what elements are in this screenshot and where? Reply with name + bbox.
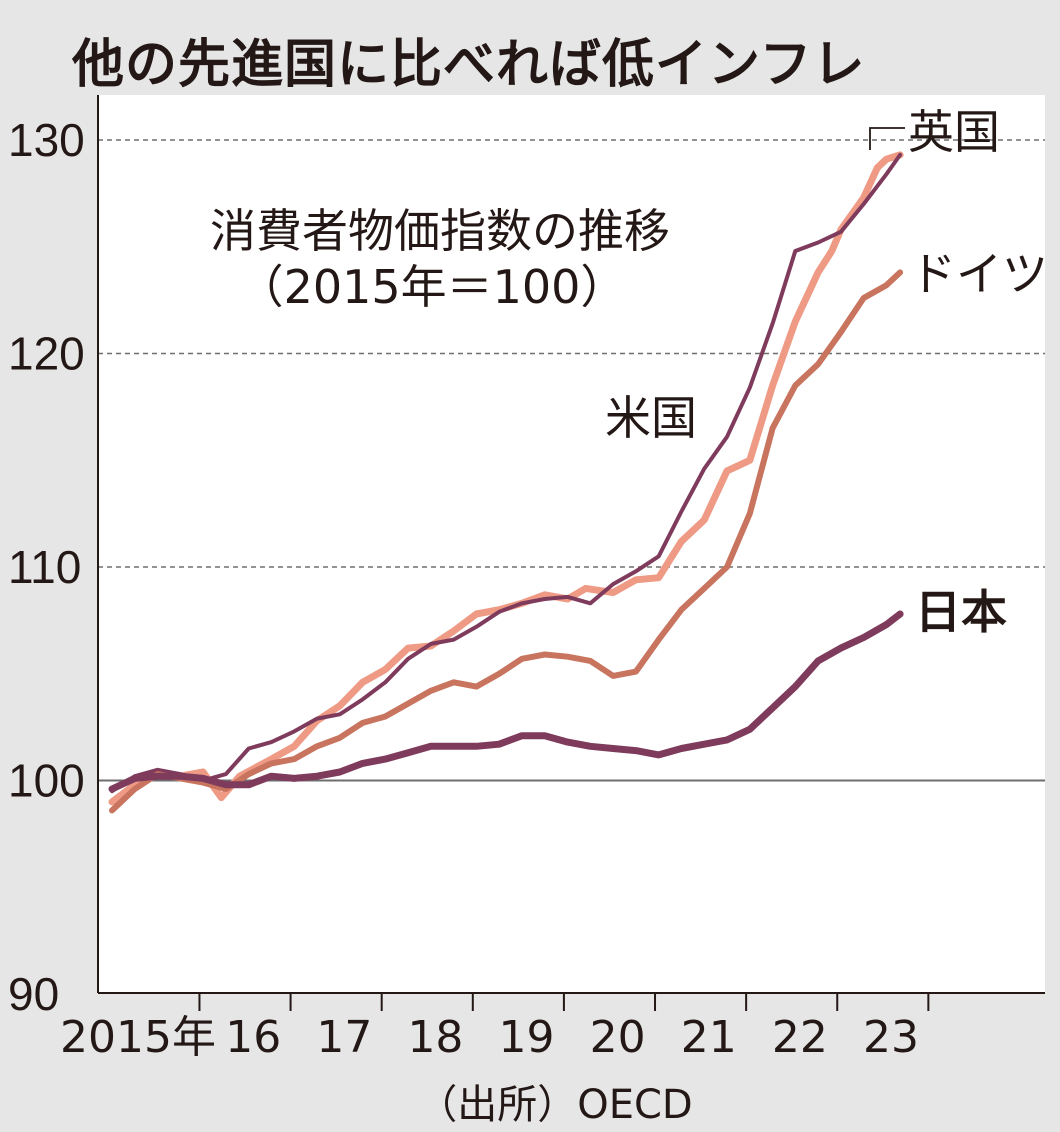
y-tick-label: 100 <box>8 755 85 807</box>
x-tick-label: 19 <box>499 1012 555 1063</box>
axes <box>97 95 1045 994</box>
series-line-3 <box>108 610 904 793</box>
series-label-3: 日本 <box>915 585 1007 639</box>
x-axis-ticks: 2015年 16 17 18 19 20 21 22 23 <box>60 993 930 1063</box>
x-tick-label: 23 <box>863 1012 919 1063</box>
series-label-0: 英国 <box>908 105 1000 159</box>
y-tick-label: 120 <box>8 328 85 380</box>
annotation-line-2: （2015年＝100） <box>238 260 627 314</box>
y-tick-label: 110 <box>8 541 81 593</box>
plot-area <box>98 95 1045 993</box>
y-tick-label: 130 <box>8 114 85 166</box>
x-tick-label: 2015年 <box>60 1012 216 1063</box>
plot-background <box>98 95 1045 993</box>
x-tick-label: 18 <box>407 1012 463 1063</box>
chart-annotation: 消費者物価指数の推移（2015年＝100） <box>210 204 670 314</box>
x-tick-label: 21 <box>681 1012 737 1063</box>
annotation-line-1: 消費者物価指数の推移 <box>210 204 670 258</box>
source-note: （出所）OECD <box>417 1082 693 1128</box>
series-label-2: ドイツ <box>910 247 1048 301</box>
y-tick-label: 90 <box>8 968 59 1020</box>
chart-title: 他の先進国に比べれば低インフレ <box>72 35 866 95</box>
series-lines <box>108 151 904 814</box>
series-label-1: 米国 <box>605 391 697 445</box>
uk-leader-line <box>869 127 905 150</box>
x-tick-label: 17 <box>316 1012 372 1063</box>
x-tick-label: 22 <box>772 1012 828 1063</box>
x-tick-label: 20 <box>590 1012 646 1063</box>
series-line-1 <box>110 152 903 794</box>
x-tick-label: 16 <box>225 1012 281 1063</box>
y-axis-ticks: 90 100 110 120 130 <box>8 114 85 1020</box>
series-line-2 <box>109 269 904 814</box>
